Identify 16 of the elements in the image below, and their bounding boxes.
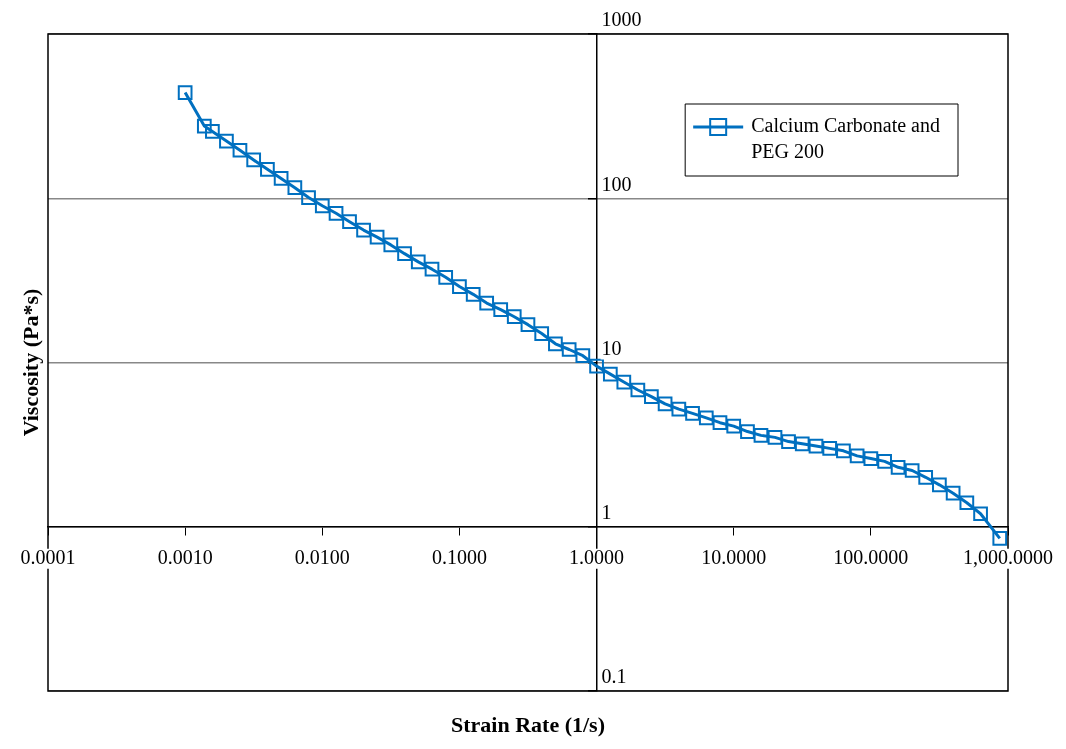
y-tick-label: 0.1 xyxy=(601,665,627,688)
x-tick-label: 0.0010 xyxy=(157,546,213,568)
y-tick-label: 1000 xyxy=(601,8,642,31)
x-tick-label: 0.0001 xyxy=(20,546,76,568)
x-tick-label: 0.0100 xyxy=(294,546,350,568)
y-axis-title: Viscosity (Pa*s) xyxy=(17,288,43,437)
y-tick-label: 10 xyxy=(601,336,622,359)
x-tick-label: 0.1000 xyxy=(431,546,487,568)
y-tick-label: 1 xyxy=(601,501,612,523)
x-tick-label: 1,000.0000 xyxy=(963,546,1053,568)
y-tick-label: 100 xyxy=(601,172,632,195)
x-tick-label: 10.0000 xyxy=(701,546,767,568)
x-tick-label: 100.0000 xyxy=(833,546,909,568)
legend-label: Calcium Carbonate and PEG 200 xyxy=(751,114,940,163)
x-tick-label: 1.0000 xyxy=(569,546,625,568)
x-axis-title: Strain Rate (1/s) xyxy=(451,711,605,737)
